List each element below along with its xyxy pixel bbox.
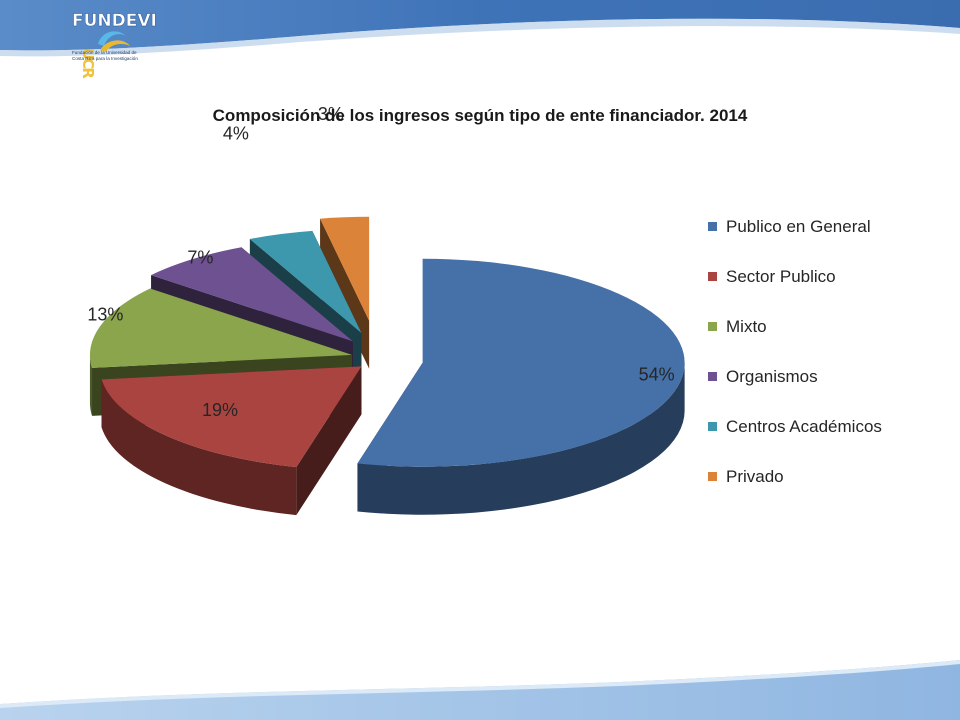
- legend-swatch: [708, 372, 717, 381]
- legend-item-4: Organismos: [708, 364, 948, 389]
- pie-slice-top: [101, 366, 362, 468]
- data-label-1: 54%: [639, 365, 675, 385]
- legend-item-3: Mixto: [708, 314, 948, 339]
- pie-slice-top: [320, 216, 370, 321]
- header-band: [0, 0, 960, 57]
- legend-label: Sector Publico: [726, 266, 836, 286]
- data-label-3: 13%: [87, 304, 123, 324]
- pie-slice-top: [249, 230, 362, 334]
- pie-slice-side: [357, 362, 685, 515]
- data-label-5: 4%: [223, 124, 249, 144]
- legend-label: Centros Académicos: [726, 416, 882, 436]
- data-label-4: 7%: [187, 247, 213, 267]
- legend-item-6: Privado: [708, 464, 948, 489]
- logo-tagline-1: Fundación de la Universidad de: [72, 50, 137, 55]
- chart-legend: Publico en General Sector Publico Mixto Org…: [708, 214, 948, 514]
- logo-name: FUNDEVI: [72, 11, 157, 31]
- legend-swatch: [708, 322, 717, 331]
- logo-acronym: UCR: [79, 48, 97, 79]
- legend-swatch: [708, 472, 717, 481]
- pie-slice-side: [101, 379, 297, 516]
- pie-slice-top: [357, 258, 685, 467]
- pie-slice-2: [101, 366, 362, 516]
- legend-item-2: Sector Publico: [708, 264, 948, 289]
- legend-label: Publico en General: [726, 216, 871, 236]
- legend-label: Organismos: [726, 366, 818, 386]
- data-label-6: 3%: [318, 104, 344, 124]
- pie-slice-top: [89, 288, 352, 368]
- logo-tagline-2: Costa Rica para la Investigación: [72, 56, 138, 61]
- fundevi-logo: FUNDEVI UCR Fundación de la Universidad …: [72, 11, 157, 79]
- pie-slice-side: [89, 354, 93, 416]
- legend-swatch: [708, 272, 717, 281]
- footer-band: [0, 660, 960, 720]
- legend-item-5: Centros Académicos: [708, 414, 948, 439]
- legend-label: Privado: [726, 466, 784, 486]
- chart-title: Composición de los ingresos según tipo d…: [212, 106, 748, 125]
- legend-item-1: Publico en General: [708, 214, 948, 239]
- logo-wave-icon: [98, 31, 126, 46]
- pie-slice-1: [357, 258, 685, 515]
- data-label-2: 19%: [202, 400, 238, 420]
- legend-swatch: [708, 222, 717, 231]
- pie-slice-top: [151, 247, 353, 342]
- legend-label: Mixto: [726, 316, 767, 336]
- pie-chart: 54% 19% 13% 7% 4% 3%: [87, 104, 685, 516]
- legend-swatch: [708, 422, 717, 431]
